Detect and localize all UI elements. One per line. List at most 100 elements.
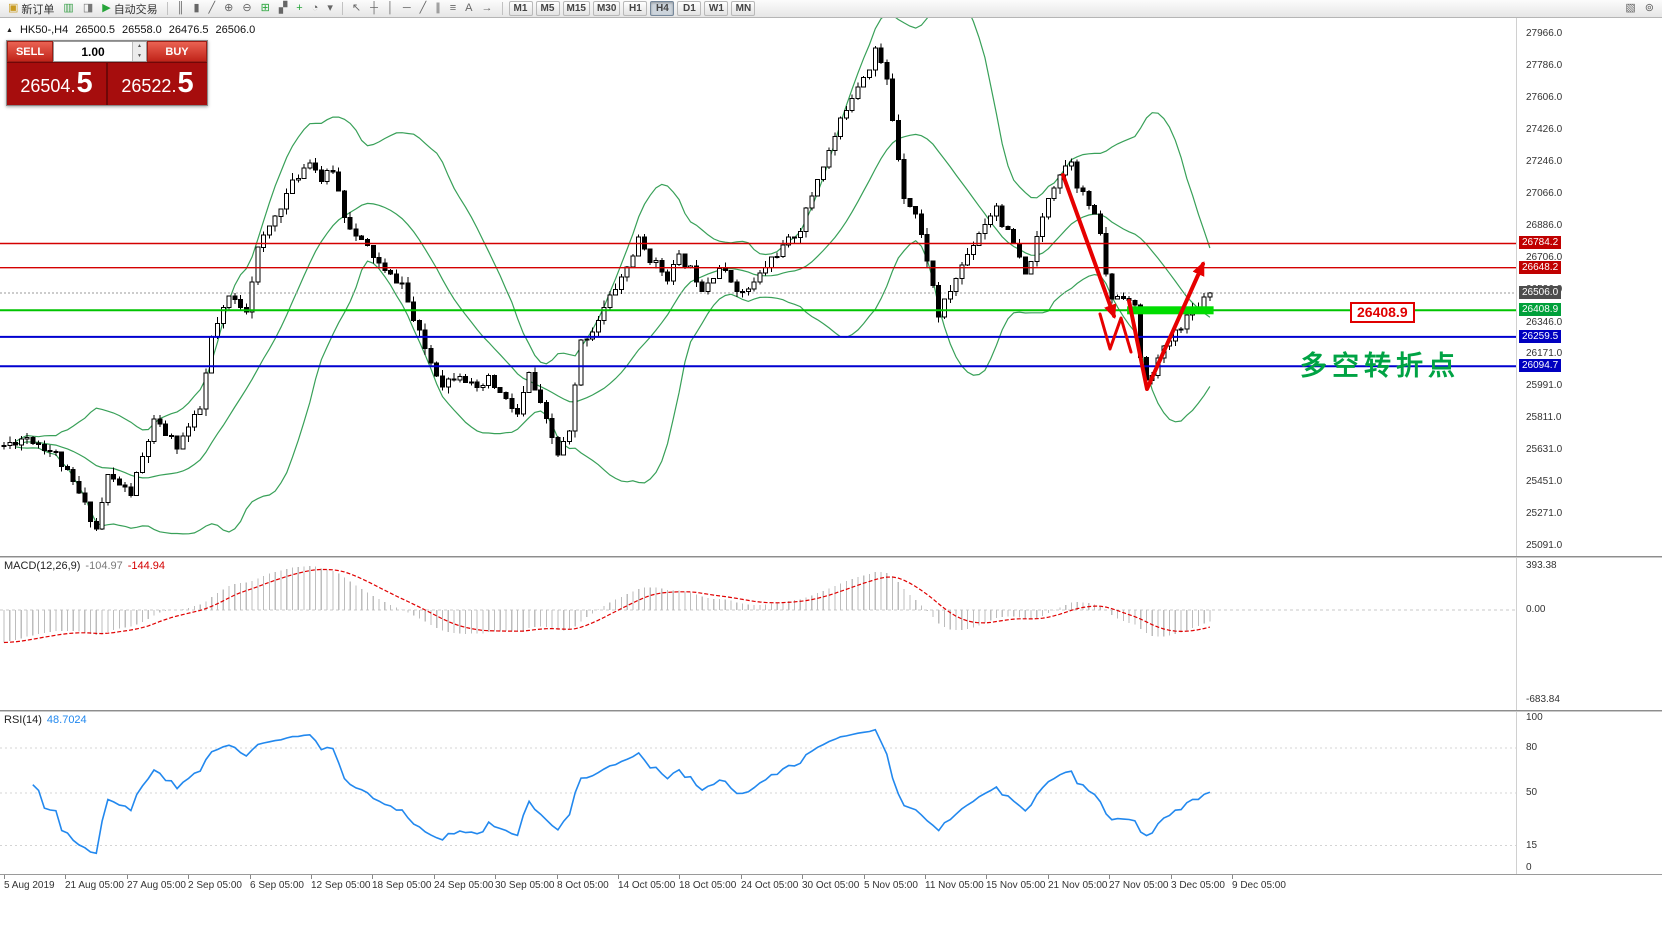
price-axis-label: 25271.0 [1526, 508, 1563, 519]
chart-area[interactable]: ▲ HK50-,H4 26500.5 26558.0 26476.5 26506… [0, 0, 1662, 556]
autotrading-glyph: ▶ [102, 2, 111, 14]
price-axis[interactable]: 27966.0 27786.0 27606.0 27426.0 27246.0 27066… [1516, 18, 1662, 556]
sell-button[interactable]: SELL [7, 41, 53, 62]
macd-chart[interactable] [0, 558, 1516, 715]
autotrading-button[interactable]: ▶ 自动交易 [98, 1, 161, 17]
crosshair-icon-glyph: ┼ [370, 2, 378, 14]
price-axis-label: 25991.0 [1526, 380, 1563, 391]
volume-input[interactable] [54, 42, 132, 61]
time-axis-label: 9 Dec 05:00 [1232, 880, 1286, 891]
price-axis-label: 27426.0 [1526, 124, 1563, 135]
time-axis-label: 24 Oct 05:00 [741, 880, 799, 891]
time-axis-label: 6 Sep 05:00 [250, 880, 304, 891]
quote-symbol: HK50-,H4 [19, 24, 69, 36]
timeframe-h1-button[interactable]: H1 [623, 1, 648, 16]
timeframe-mn-button[interactable]: MN [731, 1, 756, 16]
rsi-axis: 100 80 50 15 0 [1516, 712, 1662, 874]
timeframe-w1-button[interactable]: W1 [704, 1, 729, 16]
volume-up-button[interactable]: ▲ [133, 42, 146, 52]
rsi-splitter[interactable] [0, 710, 1662, 712]
text-label-icon[interactable]: A [461, 1, 476, 17]
cascade-windows-icon-glyph: ▞ [278, 2, 288, 14]
templates-icon[interactable]: ▾ [323, 1, 337, 17]
new-order-button-label: 新订单 [21, 3, 55, 16]
bid-price[interactable]: 26504. 5 [7, 63, 106, 105]
time-axis-label: 30 Oct 05:00 [802, 880, 860, 891]
time-axis-label: 5 Nov 05:00 [864, 880, 918, 891]
market-watch-icon[interactable]: ▥ [59, 1, 77, 17]
trendline-icon-glyph: ╱ [419, 2, 427, 14]
time-axis[interactable]: 5 Aug 2019 21 Aug 05:00 27 Aug 05:00 2 Sep … [0, 874, 1662, 897]
turning-point-label: 多空转折点 [1300, 351, 1460, 381]
volume-field: ▲ ▼ [53, 41, 147, 62]
fibonacci-icon[interactable]: ≡ [446, 1, 460, 17]
timeframe-d1-button[interactable]: D1 [677, 1, 702, 16]
cursor-icon-glyph: ↖ [351, 2, 362, 14]
candlestick-chart[interactable] [0, 0, 1516, 556]
macd-splitter[interactable] [0, 556, 1662, 558]
time-axis-label: 2 Sep 05:00 [188, 880, 242, 891]
time-axis-label: 30 Sep 05:00 [495, 880, 555, 891]
timeframe-m5-button[interactable]: M5 [535, 1, 560, 16]
indicators-icon[interactable]: + [292, 1, 306, 17]
time-axis-label: 5 Aug 2019 [4, 880, 55, 891]
channel-icon-glyph: ∥ [435, 2, 441, 14]
ask-price-main: 26522. [121, 76, 177, 96]
search-icon-glyph: ⊚ [1644, 2, 1654, 14]
rsi-panel: RSI(14) 48.7024 100 80 50 15 0 [0, 712, 1662, 874]
zoom-in-icon-glyph: ⊕ [224, 2, 234, 14]
horizontal-line-icon-glyph: ─ [402, 2, 411, 14]
text-label-icon-glyph: A [465, 2, 473, 14]
crosshair-icon[interactable]: ┼ [366, 1, 382, 17]
price-axis-label: 25811.0 [1526, 412, 1562, 423]
tile-windows-icon[interactable]: ⊞ [257, 1, 274, 17]
channel-icon[interactable]: ∥ [431, 1, 445, 17]
zoom-out-icon-glyph: ⊖ [242, 2, 252, 14]
ohlc-bars-icon[interactable]: ║ [173, 1, 189, 17]
horizontal-line-icon[interactable]: ─ [399, 1, 415, 17]
macd-axis-zero: 0.00 [1526, 604, 1546, 615]
trendline-icon[interactable]: ╱ [416, 1, 431, 17]
quote-low: 26476.5 [168, 24, 209, 36]
zoom-in-icon[interactable]: ⊕ [220, 1, 237, 17]
arrow-tools-icon[interactable]: → [478, 1, 497, 17]
price-axis-label: 27606.0 [1526, 92, 1563, 103]
new-order-glyph: ▣ [8, 2, 19, 14]
volume-spinner: ▲ ▼ [132, 42, 146, 61]
timeframe-m30-button[interactable]: M30 [592, 1, 621, 16]
symbol-marker-icon: ▲ [6, 26, 13, 34]
price-axis-label: 27066.0 [1526, 188, 1563, 199]
zoom-out-icon[interactable]: ⊖ [238, 1, 255, 17]
timeframe-m1-button[interactable]: M1 [508, 1, 533, 16]
time-axis-label: 24 Sep 05:00 [434, 880, 494, 891]
strategy-tester-icon[interactable]: ▧ [1621, 1, 1639, 17]
toolbar: ▣ 新订单 ▥ ◨ ▶ 自动交易 ║ ▮ ╱ ⊕ ⊖ ⊞ ▞ + ◔ ▾ ↖ ┼ │ ─ ╱ ∥ ≡ A → M1 M5 M15 M30… [0, 0, 1662, 18]
data-window-icon[interactable]: ◨ [79, 1, 97, 17]
candlestick-icon[interactable]: ▮ [189, 1, 203, 17]
buy-button[interactable]: BUY [147, 41, 207, 62]
time-axis-label: 8 Oct 05:00 [557, 880, 609, 891]
cascade-windows-icon[interactable]: ▞ [275, 1, 291, 17]
time-axis-label: 27 Nov 05:00 [1109, 880, 1169, 891]
line-chart-icon[interactable]: ╱ [205, 1, 220, 17]
fibonacci-icon-glyph: ≡ [449, 2, 457, 14]
ohlc-bars-icon-glyph: ║ [176, 2, 185, 14]
price-axis-label: 26706.0 [1526, 252, 1563, 263]
timeframe-h4-button[interactable]: H4 [650, 1, 675, 16]
search-icon[interactable]: ⊚ [1641, 1, 1658, 17]
ask-price[interactable]: 26522. 5 [108, 63, 207, 105]
rsi-label: RSI(14) 48.7024 [4, 714, 92, 726]
timeframe-m15-button[interactable]: M15 [562, 1, 590, 16]
price-tag: 26408.9 [1519, 303, 1562, 316]
rsi-axis-label: 80 [1526, 742, 1538, 753]
cursor-icon[interactable]: ↖ [348, 1, 365, 17]
new-order-button[interactable]: ▣ 新订单 [4, 1, 58, 17]
price-axis-label: 27786.0 [1526, 60, 1563, 71]
volume-down-button[interactable]: ▼ [133, 51, 146, 61]
periods-icon[interactable]: ◔ [308, 1, 323, 17]
vertical-line-icon[interactable]: │ [383, 1, 398, 17]
rsi-axis-label: 100 [1526, 712, 1543, 723]
rsi-chart[interactable] [0, 712, 1516, 879]
price-tag: 26648.2 [1519, 261, 1562, 274]
macd-signal-value: -144.94 [127, 560, 166, 572]
